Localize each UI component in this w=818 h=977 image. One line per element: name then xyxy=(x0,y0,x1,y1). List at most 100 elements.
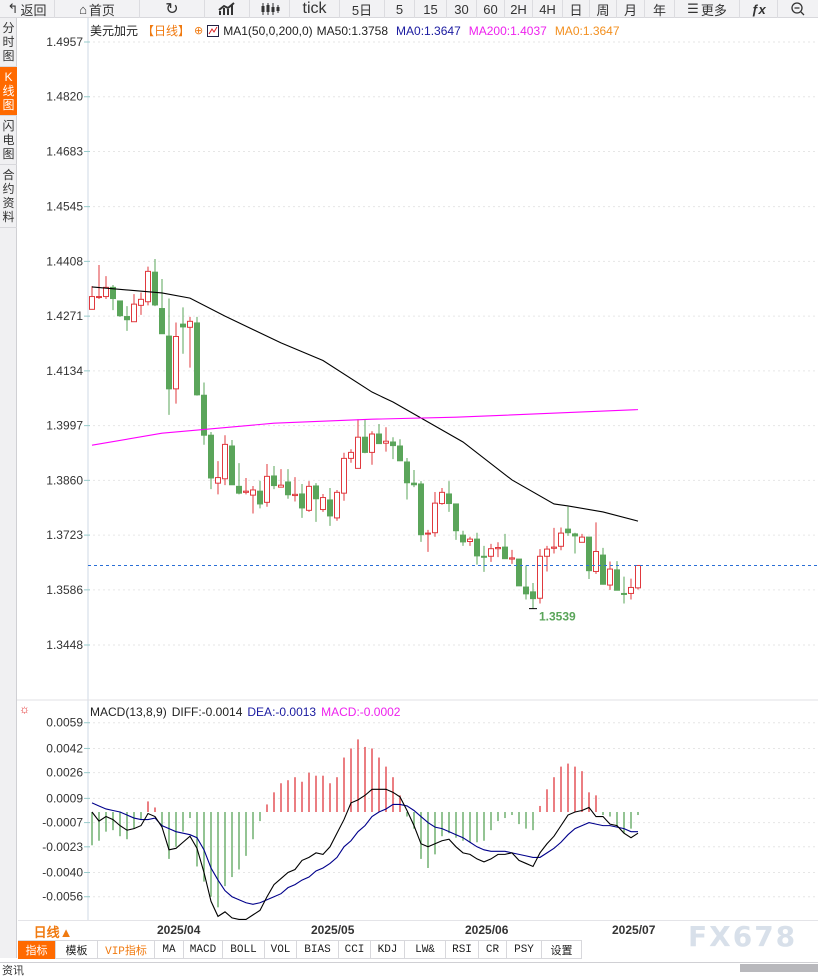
candle-down xyxy=(481,555,487,558)
period-year[interactable]: 年 xyxy=(645,0,675,18)
sidebar-item-timeshare[interactable]: 分时图 xyxy=(0,18,17,67)
five-day-button[interactable]: 5日 xyxy=(340,0,385,18)
candle-down xyxy=(124,316,130,321)
candle-up xyxy=(334,491,340,519)
refresh-button[interactable]: ↻ xyxy=(140,0,205,18)
candle-up xyxy=(250,489,256,496)
tab-templates[interactable]: 模板 xyxy=(56,941,98,959)
refresh-icon: ↻ xyxy=(165,1,179,18)
tab-macd[interactable]: MACD xyxy=(184,941,223,959)
add-indicator-icon[interactable]: ⊕ xyxy=(194,25,204,37)
candle-down xyxy=(397,445,403,462)
formula-button[interactable]: ƒx xyxy=(740,0,778,18)
candle-down xyxy=(166,335,172,390)
candle-up xyxy=(355,436,361,469)
sidebar-item-flash[interactable]: 闪电图 xyxy=(0,116,17,165)
candle-up xyxy=(103,286,109,298)
dea-line xyxy=(91,802,638,905)
candle-down xyxy=(460,534,466,543)
indicator-icon[interactable] xyxy=(207,24,220,37)
back-button[interactable]: ↰ 返回 xyxy=(0,0,55,18)
candle-button[interactable] xyxy=(250,0,290,18)
tab-ma[interactable]: MA xyxy=(155,941,184,959)
candle-down xyxy=(516,558,522,587)
macd-settings-icon[interactable]: ☼ xyxy=(19,702,30,716)
candle-down xyxy=(201,394,207,436)
price-tick-label: 1.3448 xyxy=(46,638,83,652)
tab-cci[interactable]: CCI xyxy=(339,941,371,959)
candle-up xyxy=(558,532,564,547)
candle-up xyxy=(537,555,543,599)
news-tab[interactable]: 资讯 xyxy=(2,965,24,977)
candle-down xyxy=(404,461,410,484)
candle-up xyxy=(320,497,326,511)
tab-bias[interactable]: BIAS xyxy=(297,941,339,959)
candle-down xyxy=(600,554,606,585)
watermark-logo: FX678 xyxy=(688,920,798,953)
candle-up xyxy=(222,443,228,480)
tab-kdj[interactable]: KDJ xyxy=(371,941,405,959)
macd-tick-label: -0.0023 xyxy=(42,840,83,854)
home-button[interactable]: ⌂ 首页 xyxy=(55,0,140,18)
period-month[interactable]: 月 xyxy=(617,0,645,18)
candle-down xyxy=(376,433,382,445)
candle-up xyxy=(551,546,557,549)
period-15[interactable]: 15 xyxy=(415,0,447,18)
candle-up xyxy=(635,564,641,589)
period-2h[interactable]: 2H xyxy=(505,0,533,18)
sidebar-item-contract-info[interactable]: 合约资料 xyxy=(0,165,17,228)
chart-type-button[interactable] xyxy=(205,0,250,18)
period-30[interactable]: 30 xyxy=(447,0,477,18)
tab-lwr[interactable]: LW& xyxy=(405,941,446,959)
zoom-out-icon xyxy=(791,2,805,16)
price-tick-label: 1.4408 xyxy=(46,254,83,268)
tick-button[interactable]: tick xyxy=(290,0,340,18)
tab-indicators[interactable]: 指标 xyxy=(18,941,56,959)
price-legend: 美元加元 【日线】 ⊕ MA1(50,0,200,0) MA50:1.3758 … xyxy=(90,22,620,39)
candle-down xyxy=(236,485,242,494)
price-tick-label: 1.3723 xyxy=(46,528,83,542)
candle-up xyxy=(278,484,284,488)
candle-up xyxy=(544,548,550,557)
more-button[interactable]: ☰ 更多 xyxy=(675,0,740,18)
period-selector[interactable]: 日线▲ xyxy=(33,925,73,940)
price-tick-label: 1.4820 xyxy=(46,90,83,104)
price-tick-label: 1.4683 xyxy=(46,144,83,158)
zoom-out-button[interactable] xyxy=(778,0,818,18)
candle-up xyxy=(348,451,354,459)
candle-down xyxy=(257,490,263,505)
candle-down xyxy=(271,475,277,487)
period-5[interactable]: 5 xyxy=(385,0,415,18)
candle-up xyxy=(509,557,515,560)
toolbar: ↰ 返回 ⌂ 首页 ↻ tick 5日 5 15 30 60 2H 4H 日 周 月… xyxy=(0,0,818,18)
candle-up xyxy=(173,336,179,390)
tab-rsi[interactable]: RSI xyxy=(446,941,479,959)
price-tick-label: 1.3997 xyxy=(46,419,83,433)
candle-down xyxy=(523,586,529,595)
tab-psy[interactable]: PSY xyxy=(507,941,542,959)
date-axis: 日线▲ 2025/04 2025/05 2025/06 2025/07 xyxy=(18,920,818,940)
candle-up xyxy=(467,538,473,543)
candle-up xyxy=(138,298,144,306)
candle-down xyxy=(446,493,452,505)
period-60[interactable]: 60 xyxy=(477,0,505,18)
candle-up xyxy=(488,548,494,557)
period-4h[interactable]: 4H xyxy=(533,0,563,18)
tab-cr[interactable]: CR xyxy=(479,941,507,959)
home-icon: ⌂ xyxy=(79,1,87,17)
price-tick-label: 1.3586 xyxy=(46,583,83,597)
tab-vol[interactable]: VOL xyxy=(265,941,297,959)
horizontal-scrollbar[interactable] xyxy=(740,964,818,972)
tab-boll[interactable]: BOLL xyxy=(223,941,265,959)
price-tick-label: 1.4134 xyxy=(46,364,83,378)
candle-down xyxy=(418,483,424,536)
tab-settings[interactable]: 设置 xyxy=(542,941,582,959)
macd-value: MACD:-0.0002 xyxy=(321,705,401,719)
period-week[interactable]: 周 xyxy=(590,0,617,18)
period-day[interactable]: 日 xyxy=(563,0,590,18)
macd-name: MACD(13,8,9) xyxy=(90,705,167,719)
tab-vip-indicators[interactable]: VIP指标 xyxy=(98,941,155,959)
bottom-strip: 资讯 xyxy=(0,962,818,977)
